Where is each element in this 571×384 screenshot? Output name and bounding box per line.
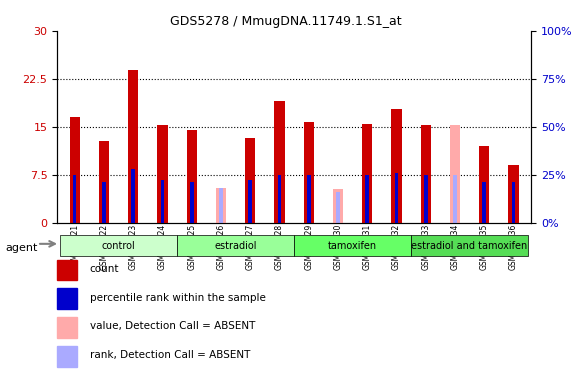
FancyBboxPatch shape <box>411 235 528 256</box>
Bar <box>365 175 369 223</box>
Text: tamoxifen: tamoxifen <box>328 241 377 251</box>
Bar <box>102 182 106 223</box>
Bar <box>216 187 226 223</box>
Bar <box>190 182 194 223</box>
Bar <box>57 317 77 338</box>
Bar <box>157 126 167 223</box>
Text: count: count <box>90 264 119 274</box>
Bar <box>187 130 197 223</box>
Bar <box>450 126 460 223</box>
Bar <box>57 260 77 280</box>
Bar <box>362 124 372 223</box>
Bar <box>304 122 314 223</box>
Text: agent: agent <box>6 243 38 253</box>
Bar <box>73 175 77 223</box>
Bar <box>57 288 77 309</box>
Text: GDS5278 / MmugDNA.11749.1.S1_at: GDS5278 / MmugDNA.11749.1.S1_at <box>170 15 401 28</box>
Bar <box>219 188 223 223</box>
FancyBboxPatch shape <box>294 235 411 256</box>
Text: rank, Detection Call = ABSENT: rank, Detection Call = ABSENT <box>90 350 250 360</box>
FancyBboxPatch shape <box>177 235 294 256</box>
Bar <box>274 101 284 223</box>
Bar <box>508 165 518 223</box>
Bar <box>245 138 255 223</box>
Bar <box>278 175 282 223</box>
Bar <box>453 175 457 223</box>
Bar <box>333 189 343 223</box>
Bar <box>391 109 401 223</box>
Text: estradiol and tamoxifen: estradiol and tamoxifen <box>412 241 528 251</box>
Bar <box>131 169 135 223</box>
FancyBboxPatch shape <box>60 235 177 256</box>
Bar <box>424 175 428 223</box>
Bar <box>99 141 109 223</box>
Bar <box>395 173 399 223</box>
Bar <box>307 175 311 223</box>
Bar <box>128 70 138 223</box>
Bar <box>479 146 489 223</box>
Bar <box>512 182 515 223</box>
Text: control: control <box>102 241 135 251</box>
Bar <box>57 346 77 367</box>
Bar <box>336 192 340 223</box>
Bar <box>160 180 164 223</box>
Bar <box>421 126 431 223</box>
Bar <box>482 182 486 223</box>
Text: percentile rank within the sample: percentile rank within the sample <box>90 293 266 303</box>
Bar <box>70 117 80 223</box>
Text: value, Detection Call = ABSENT: value, Detection Call = ABSENT <box>90 321 255 331</box>
Bar <box>248 180 252 223</box>
Text: estradiol: estradiol <box>214 241 257 251</box>
